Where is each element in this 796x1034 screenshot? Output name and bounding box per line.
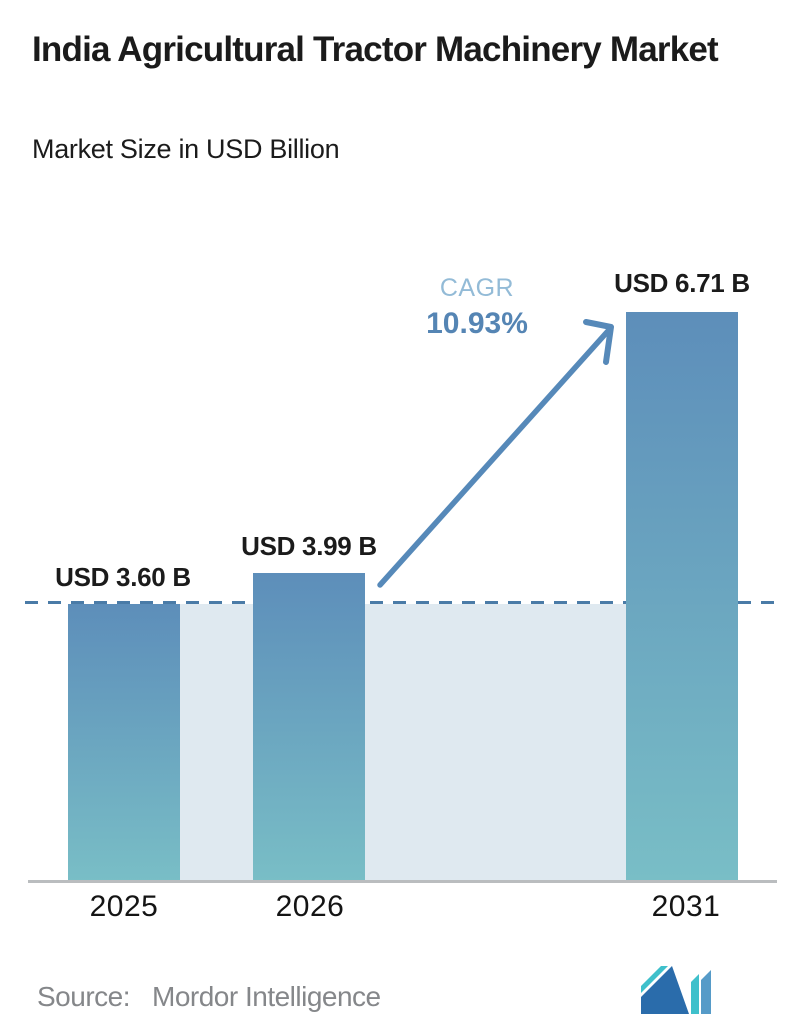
- bar-2025: [68, 604, 180, 882]
- chart-title: India Agricultural Tractor Machinery Mar…: [32, 30, 719, 69]
- x-axis-line: [28, 880, 777, 883]
- source-label: Source:: [37, 981, 131, 1012]
- source-attribution: Source: Mordor Intelligence: [37, 981, 381, 1013]
- x-tick-2031: 2031: [651, 890, 721, 923]
- source-name: Mordor Intelligence: [152, 981, 381, 1012]
- cagr-value: 10.93%: [426, 307, 528, 340]
- bar-2026: [253, 573, 365, 882]
- bar-value-label-2031: USD 6.71 B: [614, 268, 750, 298]
- bar-2031: [626, 312, 738, 882]
- x-tick-2026: 2026: [275, 890, 345, 923]
- x-tick-2025: 2025: [89, 890, 159, 923]
- baseline-dashed-line: [25, 601, 778, 605]
- bar-value-label-2025: USD 3.60 B: [55, 562, 191, 592]
- bar-value-label-2026: USD 3.99 B: [241, 531, 377, 561]
- chart-subtitle: Market Size in USD Billion: [32, 134, 340, 164]
- cagr-annotation: CAGR 10.93%: [426, 274, 528, 341]
- mordor-intelligence-logo-icon: [641, 966, 711, 1014]
- cagr-label: CAGR: [439, 274, 515, 302]
